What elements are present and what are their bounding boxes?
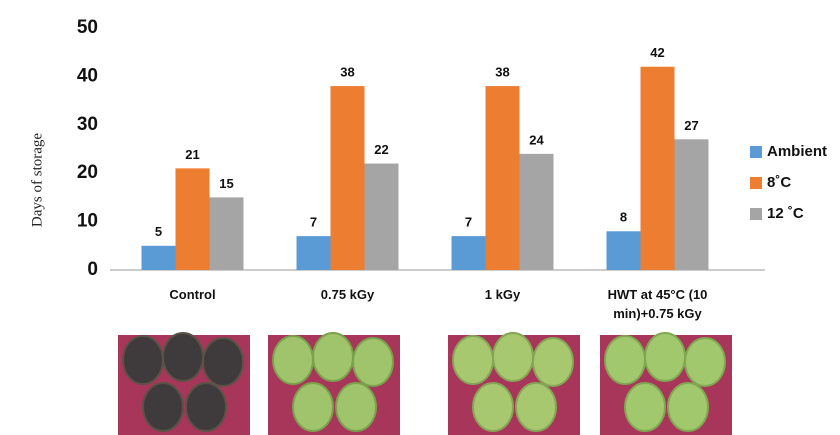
bar bbox=[364, 163, 399, 270]
bar bbox=[451, 236, 486, 270]
bar bbox=[640, 66, 675, 270]
legend-label: 8˚C bbox=[767, 174, 791, 191]
bar bbox=[519, 153, 554, 270]
bar bbox=[674, 139, 709, 270]
y-tick-label: 10 bbox=[77, 211, 98, 232]
data-label: 7 bbox=[310, 215, 317, 230]
legend-swatch bbox=[750, 146, 762, 158]
fruit bbox=[532, 337, 574, 387]
x-tick-label: Control bbox=[169, 287, 216, 302]
fruit bbox=[292, 382, 334, 432]
fruit bbox=[335, 382, 377, 432]
fruit bbox=[604, 335, 646, 385]
data-label: 5 bbox=[155, 224, 162, 239]
data-label: 21 bbox=[185, 147, 199, 162]
legend-swatch bbox=[750, 208, 762, 220]
fruit bbox=[515, 382, 557, 432]
fruit bbox=[452, 335, 494, 385]
y-tick-label: 50 bbox=[77, 17, 98, 38]
bar bbox=[296, 236, 331, 270]
x-tick-label: 0.75 kGy bbox=[320, 287, 375, 302]
y-tick-label: 20 bbox=[77, 162, 98, 183]
fruit bbox=[312, 332, 354, 382]
fruit bbox=[202, 337, 244, 387]
legend-label: 12 ˚C bbox=[767, 205, 804, 222]
legend-label: Ambient bbox=[767, 143, 827, 160]
fruit bbox=[142, 382, 184, 432]
data-label: 38 bbox=[340, 65, 354, 80]
bar bbox=[175, 168, 210, 270]
fruit bbox=[472, 382, 514, 432]
y-tick-label: 30 bbox=[77, 114, 98, 135]
bar bbox=[485, 86, 520, 270]
data-label: 15 bbox=[219, 176, 233, 191]
fruit bbox=[352, 337, 394, 387]
fruit bbox=[272, 335, 314, 385]
data-label: 24 bbox=[529, 132, 544, 147]
bar bbox=[330, 86, 365, 270]
data-label: 8 bbox=[620, 210, 627, 225]
fruit bbox=[624, 382, 666, 432]
fruit bbox=[185, 382, 227, 432]
bar bbox=[606, 231, 641, 270]
x-tick-label: 1 kGy bbox=[484, 287, 521, 302]
bar bbox=[209, 197, 244, 270]
fruit bbox=[162, 332, 204, 382]
bar bbox=[141, 245, 176, 270]
photos bbox=[118, 332, 732, 435]
x-tick-label: HWT at 45°C (10 min)+0.75 kGy bbox=[607, 287, 708, 321]
data-label: 22 bbox=[374, 142, 388, 157]
fruit bbox=[684, 337, 726, 387]
data-label: 7 bbox=[465, 215, 472, 230]
data-label: 38 bbox=[495, 65, 509, 80]
data-label: 27 bbox=[684, 118, 698, 133]
y-tick-label: 0 bbox=[87, 259, 98, 280]
fruit bbox=[492, 332, 534, 382]
y-axis-label: Days of storage bbox=[29, 133, 45, 227]
legend-swatch bbox=[750, 177, 762, 189]
y-tick-label: 40 bbox=[77, 65, 98, 86]
fruit bbox=[122, 335, 164, 385]
fruit bbox=[667, 382, 709, 432]
fruit bbox=[644, 332, 686, 382]
data-label: 42 bbox=[650, 45, 664, 60]
